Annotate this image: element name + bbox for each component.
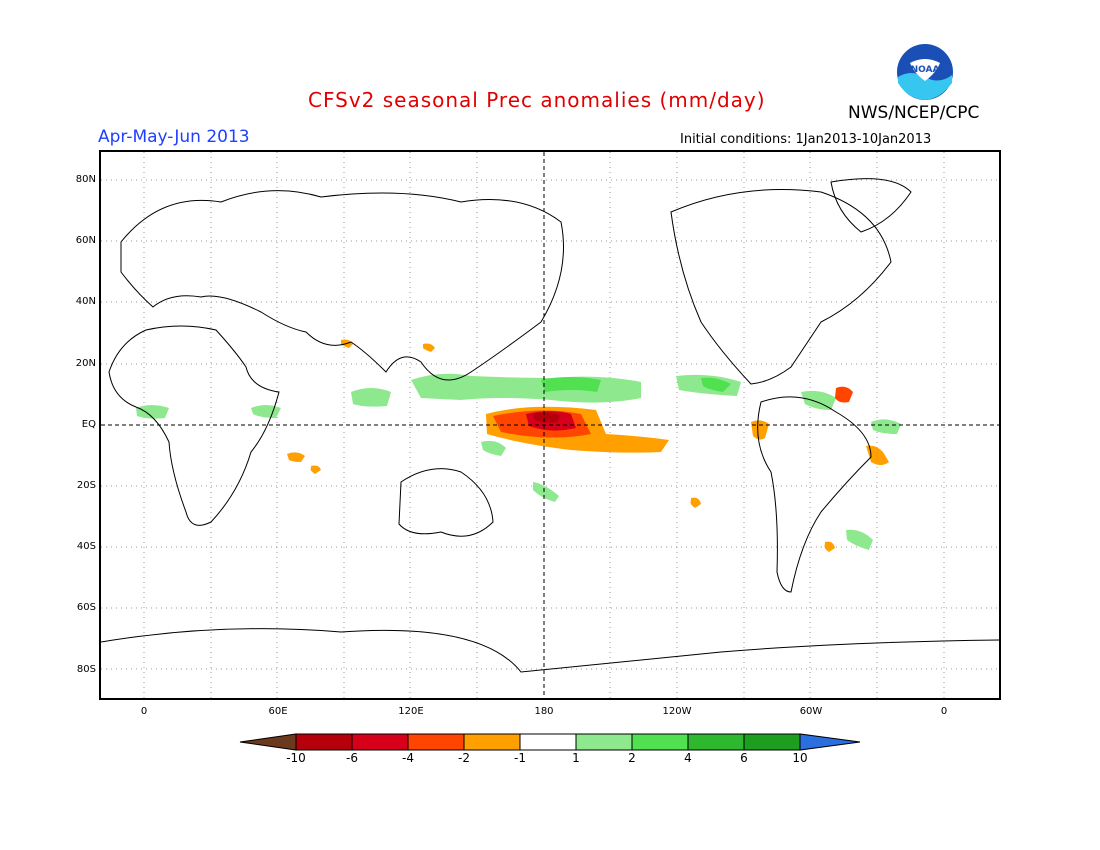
colorbar-swatch [463,733,521,751]
colorbar-swatch [743,733,801,751]
lat-label: 20N [75,358,96,369]
colorbar-label: 6 [740,751,748,765]
logo-text: NOAA [911,65,940,75]
lon-label: 0 [940,706,948,717]
grid-lines [101,152,999,698]
lat-label: 40S [76,541,96,552]
lon-label: 60W [799,706,823,717]
lat-label: 80S [76,664,96,675]
coast-eurasia [120,190,564,381]
colorbar-swatch [351,733,409,751]
lat-label: 80N [75,174,96,185]
colorbar-label: -2 [458,751,470,765]
lat-label: 60S [76,602,96,613]
chart-title: CFSv2 seasonal Prec anomalies (mm/day) [308,88,766,112]
coast-antarctica [101,628,999,673]
noaa-logo: NOAA [897,44,953,100]
lat-label: EQ [81,419,96,430]
coast-australia [398,468,494,537]
coast-south-america [757,396,872,593]
lon-label: 120W [662,706,692,717]
agency-label: NWS/NCEP/CPC [848,103,980,123]
lon-label: 60E [268,706,288,717]
colorbar-swatch [407,733,465,751]
lon-label: 0 [140,706,148,717]
colorbar-swatches [239,733,861,751]
lat-label: 60N [75,235,96,246]
colorbar-swatch [295,733,353,751]
colorbar-swatch [519,733,577,751]
season-label: Apr-May-Jun 2013 [98,127,250,147]
colorbar-label: -6 [346,751,358,765]
coast-greenland [830,178,912,233]
colorbar-label: 1 [572,751,580,765]
itcz-wet-band [411,373,641,403]
ne-brazil-dry [866,445,889,465]
colorbar-swatch [799,733,861,751]
coastlines [101,178,999,673]
colorbar-swatch [687,733,745,751]
colorbar-label: -4 [402,751,414,765]
colorbar-swatch [631,733,689,751]
colorbar-swatch [575,733,633,751]
colorbar-label: 10 [792,751,808,765]
lat-label: 20S [76,480,96,491]
colorbar-label: 4 [684,751,692,765]
colorbar-label: -1 [514,751,526,765]
anomaly-shading [136,339,901,552]
lon-label: 180 [534,706,554,717]
reference-lines [101,152,999,698]
colorbar-label: 2 [628,751,636,765]
coast-africa [108,325,280,526]
colorbar-swatch [239,733,297,751]
colorbar [239,733,861,751]
lon-label: 120E [398,706,424,717]
initial-conditions-label: Initial conditions: 1Jan2013-10Jan2013 [680,132,932,147]
coast-north-america [670,189,892,385]
colorbar-label: -10 [286,751,306,765]
map-canvas [101,152,999,698]
lat-label: 40N [75,296,96,307]
